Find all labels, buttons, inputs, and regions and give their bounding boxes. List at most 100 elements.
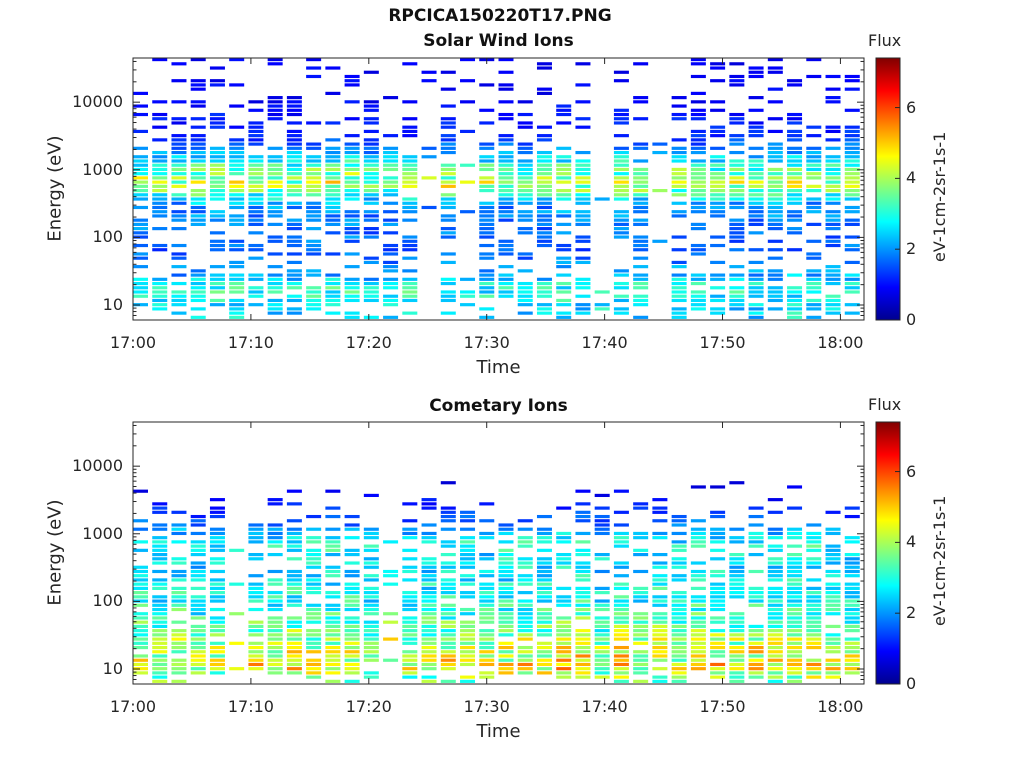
heatmap-cell <box>575 603 591 607</box>
heatmap-cell <box>517 616 533 620</box>
heatmap-cell <box>517 658 533 662</box>
heatmap-cell <box>575 569 591 574</box>
heatmap-cell <box>460 514 476 519</box>
heatmap-cell <box>575 172 591 176</box>
heatmap-cell <box>209 582 225 586</box>
heatmap-cell <box>344 536 360 540</box>
heatmap-cell <box>498 591 514 595</box>
heatmap-cell <box>748 599 764 603</box>
heatmap-cell <box>498 662 514 667</box>
heatmap-cell <box>479 654 495 658</box>
heatmap-cell <box>575 239 591 243</box>
heatmap-cell <box>825 531 841 536</box>
heatmap-cell <box>690 273 706 277</box>
heatmap-cell <box>690 544 706 548</box>
heatmap-cell <box>825 574 841 578</box>
heatmap-cell <box>479 290 495 294</box>
heatmap-cell <box>633 193 649 197</box>
heatmap-cell <box>806 523 822 527</box>
heatmap-cell <box>460 650 476 654</box>
heatmap-cell <box>286 527 302 531</box>
heatmap-cell <box>325 633 341 637</box>
heatmap-cell <box>209 150 225 155</box>
heatmap-cell <box>613 167 629 172</box>
heatmap-cell <box>556 624 572 629</box>
heatmap-cell <box>671 159 687 163</box>
heatmap-cell <box>229 277 245 281</box>
heatmap-cell <box>825 671 841 675</box>
heatmap-cell <box>517 603 533 607</box>
heatmap-cell <box>421 595 437 599</box>
heatmap-cell <box>267 277 283 281</box>
heatmap-cell <box>479 176 495 180</box>
heatmap-cell <box>652 561 668 565</box>
heatmap-cell <box>825 548 841 552</box>
heatmap-cell <box>325 273 341 277</box>
heatmap-cell <box>267 252 283 256</box>
heatmap-cell <box>748 277 764 281</box>
heatmap-cell <box>787 138 803 142</box>
heatmap-cell <box>690 146 706 150</box>
heatmap-cell <box>344 595 360 599</box>
panel-0-y-tick-label: 10 <box>102 295 123 314</box>
heatmap-cell <box>690 197 706 201</box>
heatmap-cell <box>306 307 322 311</box>
heatmap-cell <box>325 197 341 201</box>
bottom-panel-title: Cometary Ions <box>429 396 568 416</box>
heatmap-cell <box>325 612 341 616</box>
heatmap-cell <box>575 489 591 493</box>
heatmap-cell <box>613 595 629 599</box>
heatmap-cell <box>248 290 264 294</box>
heatmap-cell <box>152 679 168 683</box>
heatmap-cell <box>671 531 687 536</box>
heatmap-cell <box>844 586 860 590</box>
heatmap-cell <box>517 227 533 231</box>
heatmap-cell <box>286 104 302 108</box>
heatmap-cell <box>402 155 418 159</box>
heatmap-cell <box>767 129 783 134</box>
heatmap-cell <box>748 514 764 519</box>
heatmap-cell <box>306 248 322 252</box>
heatmap-cell <box>729 654 745 658</box>
heatmap-cell <box>594 569 610 574</box>
heatmap-cell <box>729 112 745 117</box>
heatmap-cell <box>133 184 148 188</box>
heatmap-cell <box>729 667 745 671</box>
heatmap-cell <box>652 595 668 599</box>
heatmap-cell <box>460 654 476 658</box>
heatmap-cell <box>325 150 341 155</box>
heatmap-cell <box>498 243 514 248</box>
heatmap-cell <box>479 108 495 112</box>
heatmap-cell <box>267 536 283 540</box>
heatmap-cell <box>787 675 803 679</box>
heatmap-cell <box>729 227 745 231</box>
heatmap-cell <box>575 548 591 552</box>
heatmap-cell <box>498 205 514 210</box>
heatmap-cell <box>825 265 841 269</box>
heatmap-cell <box>286 201 302 205</box>
heatmap-cell <box>498 650 514 654</box>
heatmap-cell <box>363 129 379 134</box>
heatmap-cell <box>517 286 533 290</box>
heatmap-cell <box>479 159 495 163</box>
heatmap-cell <box>633 167 649 172</box>
heatmap-cell <box>306 294 322 298</box>
heatmap-cell <box>498 607 514 612</box>
heatmap-cell <box>710 214 726 218</box>
heatmap-cell <box>209 561 225 565</box>
heatmap-cell <box>133 569 148 574</box>
heatmap-cell <box>229 311 245 315</box>
heatmap-cell <box>556 121 572 125</box>
heatmap-cell <box>325 489 341 493</box>
heatmap-cell <box>286 146 302 150</box>
heatmap-cell <box>787 671 803 675</box>
heatmap-cell <box>844 172 860 176</box>
heatmap-cell <box>440 510 456 514</box>
heatmap-cell <box>460 527 476 531</box>
heatmap-cell <box>517 557 533 561</box>
heatmap-cell <box>229 582 245 586</box>
heatmap-cell <box>479 273 495 277</box>
heatmap-cell <box>152 189 168 193</box>
heatmap-cell <box>594 650 610 654</box>
heatmap-cell <box>690 112 706 117</box>
